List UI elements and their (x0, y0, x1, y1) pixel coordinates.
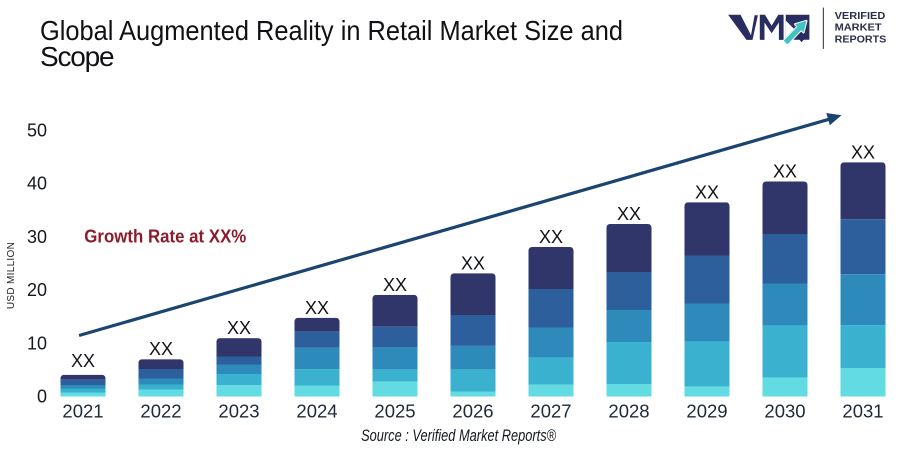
svg-text:Source : Verified Market Repo: Source : Verified Market Reports® (361, 426, 556, 445)
svg-text:20: 20 (27, 280, 47, 300)
svg-text:2022: 2022 (140, 401, 181, 422)
svg-text:2021: 2021 (62, 401, 103, 422)
svg-text:2026: 2026 (452, 401, 493, 422)
svg-text:XX: XX (461, 253, 485, 273)
svg-text:REPORTS: REPORTS (835, 35, 887, 46)
svg-text:40: 40 (27, 174, 47, 194)
svg-text:XX: XX (773, 162, 797, 182)
svg-text:2023: 2023 (218, 401, 259, 422)
svg-text:VERIFIED: VERIFIED (835, 11, 886, 22)
svg-text:2030: 2030 (764, 401, 805, 422)
svg-text:XX: XX (149, 339, 173, 359)
svg-text:XX: XX (851, 142, 875, 162)
svg-text:2031: 2031 (842, 401, 883, 422)
svg-text:USD MILLION: USD MILLION (6, 242, 17, 309)
svg-text:10: 10 (27, 333, 47, 353)
svg-text:XX: XX (305, 298, 329, 318)
svg-text:MARKET: MARKET (835, 23, 882, 34)
svg-text:2027: 2027 (530, 401, 571, 422)
svg-text:Scope: Scope (40, 41, 114, 72)
svg-text:2024: 2024 (296, 401, 337, 422)
svg-text:30: 30 (27, 227, 47, 247)
svg-text:XX: XX (539, 227, 563, 247)
svg-text:2025: 2025 (374, 401, 415, 422)
svg-text:2028: 2028 (608, 401, 649, 422)
svg-text:Growth Rate at XX%: Growth Rate at XX% (84, 227, 246, 247)
svg-text:2029: 2029 (686, 401, 727, 422)
svg-text:Global Augmented Reality in Re: Global Augmented Reality in Retail Marke… (40, 15, 623, 46)
svg-text:XX: XX (71, 351, 95, 371)
svg-text:XX: XX (227, 318, 251, 338)
svg-text:XX: XX (383, 275, 407, 295)
svg-text:XX: XX (695, 182, 719, 202)
svg-text:XX: XX (617, 204, 641, 224)
svg-text:50: 50 (27, 120, 47, 140)
svg-text:0: 0 (37, 387, 47, 407)
